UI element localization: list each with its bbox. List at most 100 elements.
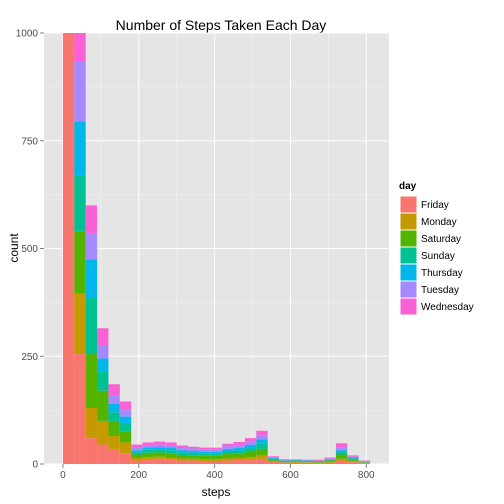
bar-segment-tuesday: [267, 457, 280, 458]
bar-segment-tuesday: [233, 445, 245, 449]
bar-segment-wednesday: [188, 446, 200, 449]
bar-segment-thursday: [188, 450, 200, 453]
bar-segment-friday: [279, 462, 291, 464]
legend-swatch: [399, 263, 418, 282]
bar-segment-wednesday: [142, 442, 154, 446]
bar-segment-thursday: [142, 447, 154, 450]
bar-segment-friday: [165, 459, 177, 464]
legend-item-friday: Friday: [399, 195, 449, 214]
bar-segment-tuesday: [142, 445, 154, 448]
bar-segment-thursday: [97, 358, 109, 372]
bar-segment-sunday: [153, 449, 166, 453]
bar-segment-friday: [176, 460, 189, 464]
bar-segment-saturday: [267, 459, 280, 461]
axes: 0 200 400 600 800 0 250 500 750 1000: [16, 29, 375, 482]
bar-segment-saturday: [108, 420, 120, 436]
bar-segment-monday: [199, 459, 211, 461]
bar-segment-sunday: [210, 453, 223, 456]
legend-label: Wednesday: [421, 302, 474, 313]
bar-segment-sunday: [85, 298, 98, 355]
bar-segment-saturday: [176, 454, 189, 459]
bar-segment-friday: [313, 463, 325, 464]
bar-segment-saturday: [335, 454, 348, 459]
x-tick-label: 0: [60, 470, 66, 481]
bar-segment-thursday: [347, 457, 359, 459]
bar-segment-thursday: [256, 439, 268, 444]
x-tick-label: 200: [130, 470, 147, 481]
legend-item-wednesday: Wednesday: [399, 297, 474, 316]
bar-segment-saturday: [210, 455, 223, 460]
bar-segment-monday: [131, 457, 143, 461]
bar-segment-monday: [335, 458, 348, 461]
bar-segment-monday: [256, 455, 268, 459]
bar-segment-monday: [347, 460, 359, 462]
bar-segment-monday: [188, 458, 200, 461]
bar-segment-monday: [210, 459, 223, 461]
bar-segment-friday: [244, 459, 257, 464]
bar-segment-wednesday: [244, 438, 257, 442]
bar-segment-thursday: [233, 448, 245, 451]
bar-segment-friday: [358, 463, 371, 464]
bar-segment-thursday: [165, 447, 177, 451]
bar-segment-sunday: [256, 443, 268, 449]
legend-swatch: [399, 195, 418, 214]
bar-segment-friday: [85, 438, 98, 464]
bar-segment-saturday: [290, 460, 302, 462]
legend-swatch: [399, 229, 418, 248]
legend-item-saturday: Saturday: [399, 229, 461, 248]
legend-label: Sunday: [421, 251, 455, 262]
bar-segment-wednesday: [176, 445, 189, 449]
bar-segment-sunday: [222, 451, 234, 455]
legend-swatch: [399, 212, 418, 231]
bar-segment-thursday: [176, 450, 189, 453]
bar-segment-sunday: [199, 453, 211, 456]
bar-segment-monday: [233, 457, 245, 461]
bar-segment-wednesday: [199, 447, 211, 450]
bar-segment-sunday: [233, 450, 245, 454]
bar-segment-friday: [233, 460, 245, 464]
legend-item-thursday: Thursday: [399, 263, 463, 282]
bar-segment-saturday: [199, 455, 211, 460]
y-axis-title: count: [7, 233, 21, 263]
bar-segment-sunday: [142, 449, 154, 453]
bar-segment-tuesday: [131, 447, 143, 451]
legend-swatch: [399, 280, 418, 299]
legend-label: Monday: [421, 217, 457, 228]
bar-segment-monday: [324, 461, 336, 463]
bar-segment-thursday: [222, 448, 234, 452]
bar-segment-friday: [188, 460, 200, 464]
bar-segment-monday: [290, 461, 302, 463]
bar-segment-thursday: [119, 416, 132, 424]
bar-segment-thursday: [199, 451, 211, 454]
legend-label: Friday: [421, 200, 449, 211]
bar-segment-saturday: [279, 461, 291, 463]
x-tick-label: 400: [206, 470, 223, 481]
bar-segment-saturday: [222, 454, 234, 459]
bar-segment-friday: [119, 453, 132, 464]
bar-segment-tuesday: [324, 458, 336, 460]
bar-segment-thursday: [131, 450, 143, 453]
bar-segment-wednesday: [279, 459, 291, 461]
bar-segment-saturday: [131, 454, 143, 458]
bar-segment-tuesday: [119, 410, 132, 417]
bar-segment-saturday: [85, 354, 98, 408]
bar-segment-tuesday: [210, 449, 223, 452]
bar-segment-sunday: [165, 450, 177, 454]
bar-segment-tuesday: [199, 449, 211, 452]
legend: day Friday Monday Saturday Sunday Thursday Tu…: [399, 181, 474, 316]
bar-segment-sunday: [131, 452, 143, 455]
bar-segment-thursday: [335, 450, 348, 453]
bar-segment-monday: [97, 420, 109, 445]
legend-label: Saturday: [421, 234, 461, 245]
bar-segment-monday: [153, 456, 166, 459]
bar-segment-wednesday: [119, 401, 132, 411]
bar-segment-friday: [256, 458, 268, 464]
bar-segment-saturday: [301, 461, 314, 463]
y-tick-label: 750: [21, 136, 38, 147]
bar-segment-wednesday: [85, 205, 98, 234]
bar-segment-monday: [74, 293, 86, 355]
legend-title: day: [399, 181, 417, 192]
bar-segment-friday: [301, 462, 314, 464]
bar-segment-thursday: [153, 447, 166, 450]
bar-segment-thursday: [267, 457, 280, 459]
